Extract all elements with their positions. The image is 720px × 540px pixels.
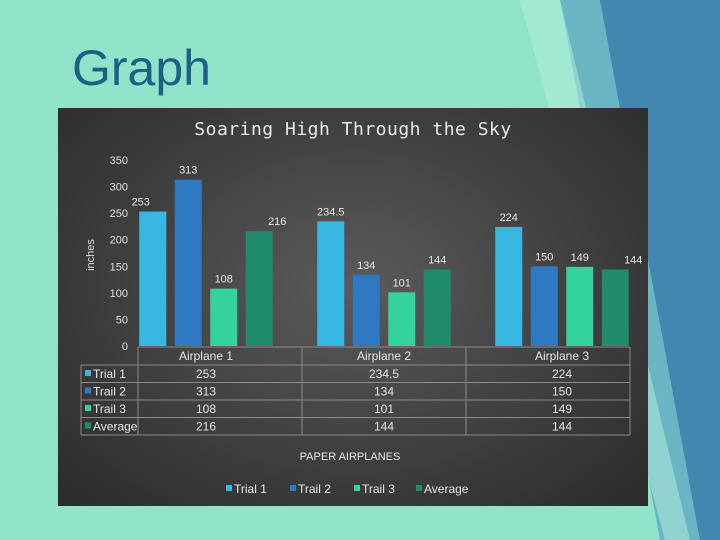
table-cell: 149 xyxy=(552,402,572,416)
data-label: 144 xyxy=(624,254,642,266)
legend-entry-trial-1: Trial 1 xyxy=(234,482,267,496)
y-axis-label: inches xyxy=(85,239,97,271)
data-label: 144 xyxy=(428,254,446,266)
data-label: 224 xyxy=(500,212,518,224)
data-label: 313 xyxy=(179,165,197,177)
table-cell: 313 xyxy=(196,385,216,399)
legend-key-average xyxy=(416,485,422,491)
y-tick-label: 50 xyxy=(116,314,128,326)
x-axis-label: PAPER AIRPLANES xyxy=(300,451,401,463)
bar-trail-3-airplane-3 xyxy=(566,266,594,346)
bar-trial-1-airplane-1 xyxy=(139,211,167,346)
table-legend-key-average xyxy=(85,422,91,429)
data-label: 234.5 xyxy=(317,206,345,218)
table-cell: 134 xyxy=(374,385,394,399)
legend-entry-average: Average xyxy=(424,482,469,496)
y-tick-label: 150 xyxy=(110,261,128,273)
page-title: Graph xyxy=(72,40,211,96)
chart-panel: Soaring High Through the Sky inches 0 50 100… xyxy=(58,108,648,506)
table-cell: 150 xyxy=(552,385,572,399)
table-cell: 108 xyxy=(196,402,216,416)
bar-average-airplane-2 xyxy=(423,269,451,346)
y-tick-label: 350 xyxy=(110,155,128,167)
y-tick-label: 0 xyxy=(122,341,128,353)
y-tick-label: 100 xyxy=(110,288,128,300)
table-cell: 216 xyxy=(196,420,216,434)
bar-trial-1-airplane-2 xyxy=(317,221,345,346)
data-label: 253 xyxy=(132,197,150,209)
bar-trial-1-airplane-3 xyxy=(495,226,523,346)
category-label-airplane-3: Airplane 3 xyxy=(535,349,589,363)
table-series-label: Average xyxy=(93,420,138,434)
y-tick-label: 250 xyxy=(110,208,128,220)
table-cell: 101 xyxy=(374,402,394,416)
y-tick-label: 200 xyxy=(110,235,128,247)
table-series-label: Trial 1 xyxy=(93,367,126,381)
table-series-label: Trail 2 xyxy=(93,385,126,399)
bar-trail-3-airplane-1 xyxy=(210,288,238,346)
data-label: 134 xyxy=(357,260,375,272)
legend-key-trail-3 xyxy=(354,485,360,491)
legend-entry-trail-2: Trail 2 xyxy=(298,482,331,496)
legend-entry-trail-3: Trail 3 xyxy=(362,482,395,496)
table-legend-key-trail-2 xyxy=(85,387,91,394)
data-label: 108 xyxy=(215,274,233,286)
bar-trail-2-airplane-2 xyxy=(352,274,380,346)
data-label: 216 xyxy=(268,216,286,228)
table-cell: 234.5 xyxy=(369,367,399,381)
bar-average-airplane-3 xyxy=(601,269,629,346)
table-cell: 144 xyxy=(374,420,394,434)
data-label: 101 xyxy=(393,277,411,289)
bar-trail-2-airplane-1 xyxy=(174,179,202,346)
chart-title: Soaring High Through the Sky xyxy=(194,119,511,140)
data-label: 150 xyxy=(535,251,553,263)
table-cell: 144 xyxy=(552,420,572,434)
y-tick-label: 300 xyxy=(110,182,128,194)
category-label-airplane-2: Airplane 2 xyxy=(357,349,411,363)
table-series-label: Trail 3 xyxy=(93,402,126,416)
table-cell: 224 xyxy=(552,367,572,381)
category-label-airplane-1: Airplane 1 xyxy=(179,349,233,363)
bar-chart: Soaring High Through the Sky inches 0 50 100… xyxy=(80,119,642,496)
table-legend-key-trail-3 xyxy=(85,405,91,411)
legend-key-trial-1 xyxy=(226,485,232,491)
data-label: 149 xyxy=(571,252,589,264)
legend-key-trail-2 xyxy=(290,485,296,491)
table-legend-key-trial-1 xyxy=(85,370,91,376)
bar-trail-3-airplane-2 xyxy=(388,292,416,346)
table-cell: 253 xyxy=(196,367,216,381)
bar-average-airplane-1 xyxy=(245,231,273,346)
bar-trail-2-airplane-3 xyxy=(530,266,558,346)
